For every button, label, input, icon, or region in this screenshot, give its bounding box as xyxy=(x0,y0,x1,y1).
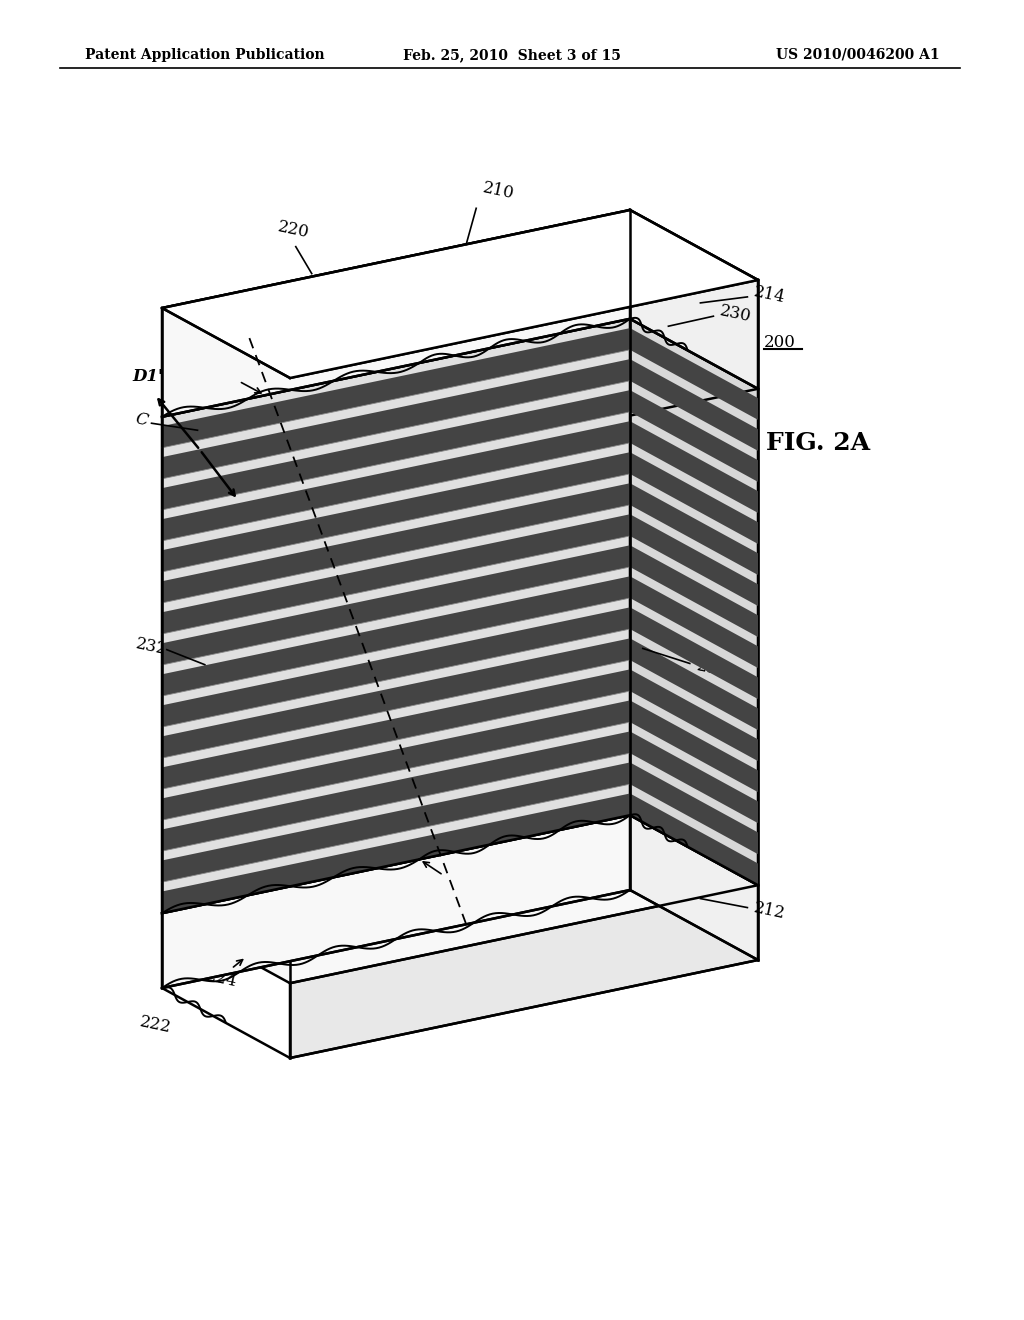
Polygon shape xyxy=(162,319,758,487)
Text: 200: 200 xyxy=(764,334,796,351)
Polygon shape xyxy=(162,421,630,541)
Text: I: I xyxy=(446,879,453,896)
Polygon shape xyxy=(290,280,758,1059)
Polygon shape xyxy=(630,359,758,451)
Polygon shape xyxy=(630,421,758,513)
Polygon shape xyxy=(630,453,758,544)
Polygon shape xyxy=(162,391,630,510)
Polygon shape xyxy=(630,483,758,576)
Text: 232: 232 xyxy=(134,635,169,659)
Text: 214: 214 xyxy=(753,284,787,306)
Text: 220: 220 xyxy=(276,218,311,242)
Text: US 2010/0046200 A1: US 2010/0046200 A1 xyxy=(776,48,940,62)
Polygon shape xyxy=(630,391,758,482)
Polygon shape xyxy=(162,701,630,820)
Polygon shape xyxy=(162,731,630,851)
Polygon shape xyxy=(162,763,630,882)
Polygon shape xyxy=(162,453,630,572)
Polygon shape xyxy=(630,515,758,606)
Text: Patent Application Publication: Patent Application Publication xyxy=(85,48,325,62)
Polygon shape xyxy=(630,639,758,730)
Text: Feb. 25, 2010  Sheet 3 of 15: Feb. 25, 2010 Sheet 3 of 15 xyxy=(403,48,621,62)
Polygon shape xyxy=(162,210,758,378)
Polygon shape xyxy=(630,545,758,638)
Polygon shape xyxy=(630,669,758,762)
Text: FIG. 2A: FIG. 2A xyxy=(766,430,870,454)
Polygon shape xyxy=(630,816,758,960)
Text: 224: 224 xyxy=(204,968,239,990)
Text: D1': D1' xyxy=(132,368,164,385)
Text: C: C xyxy=(133,411,150,430)
Polygon shape xyxy=(162,816,630,987)
Polygon shape xyxy=(162,577,630,696)
Polygon shape xyxy=(162,607,630,727)
Polygon shape xyxy=(630,319,758,389)
Polygon shape xyxy=(162,669,630,789)
Polygon shape xyxy=(162,639,630,758)
Text: 222: 222 xyxy=(138,1014,173,1036)
Text: 212: 212 xyxy=(753,899,787,923)
Polygon shape xyxy=(162,515,630,634)
Polygon shape xyxy=(162,483,630,603)
Text: 230: 230 xyxy=(719,302,753,326)
Polygon shape xyxy=(162,319,630,913)
Polygon shape xyxy=(162,816,758,983)
Polygon shape xyxy=(630,329,758,420)
Text: 210: 210 xyxy=(481,180,516,202)
Polygon shape xyxy=(162,319,630,417)
Polygon shape xyxy=(162,329,630,447)
Text: I: I xyxy=(229,364,237,381)
Text: D2': D2' xyxy=(212,512,244,529)
Polygon shape xyxy=(162,793,630,913)
Polygon shape xyxy=(630,701,758,792)
Polygon shape xyxy=(630,607,758,700)
Text: 234: 234 xyxy=(695,657,729,680)
Polygon shape xyxy=(630,763,758,854)
Polygon shape xyxy=(162,545,630,665)
Polygon shape xyxy=(630,731,758,824)
Polygon shape xyxy=(162,359,630,479)
Polygon shape xyxy=(630,319,758,886)
Polygon shape xyxy=(630,793,758,886)
Polygon shape xyxy=(162,210,630,417)
Polygon shape xyxy=(630,210,758,389)
Polygon shape xyxy=(630,577,758,668)
